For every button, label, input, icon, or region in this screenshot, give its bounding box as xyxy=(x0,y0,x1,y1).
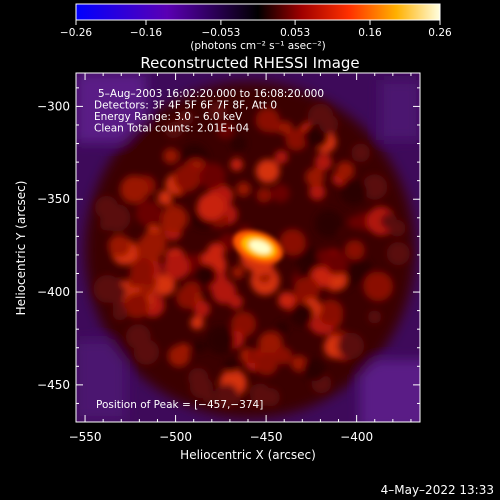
y-tick-label: −450 xyxy=(37,378,70,392)
colorbar-tick-label: −0.053 xyxy=(201,27,240,39)
y-tick-label: −350 xyxy=(37,192,70,206)
annotation-line: Detectors: 3F 4F 5F 6F 7F 8F, Att 0 xyxy=(94,100,277,112)
colorbar-tick-label: −0.16 xyxy=(130,27,162,39)
y-tick-label: −300 xyxy=(37,99,70,113)
footer-timestamp: 4–May–2022 13:33 xyxy=(381,483,494,497)
x-axis-ticks: −550 −500 −450 −400 xyxy=(69,73,412,444)
annotation-line: 5–Aug–2003 16:02:20.000 to 16:08:20.000 xyxy=(98,88,324,100)
colorbar xyxy=(75,3,441,21)
x-tick-label: −500 xyxy=(159,430,192,444)
x-axis-label: Heliocentric X (arcsec) xyxy=(180,448,316,462)
annotation-block: 5–Aug–2003 16:02:20.000 to 16:08:20.000D… xyxy=(94,88,324,135)
y-axis-ticks: −300 −350 −400 −450 xyxy=(37,87,420,404)
colorbar-ticks: −0.26 −0.16 −0.053 0.053 0.16 0.26 xyxy=(60,20,452,39)
heatmap-image xyxy=(76,73,420,422)
colorbar-tick-label: −0.26 xyxy=(60,27,92,39)
x-tick-label: −550 xyxy=(69,430,102,444)
x-tick-label: −400 xyxy=(340,430,373,444)
x-tick-label: −450 xyxy=(250,430,283,444)
colorbar-tick-label: 0.053 xyxy=(280,27,310,39)
annotation-line: Clean Total counts: 2.01E+04 xyxy=(94,123,249,135)
colorbar-tick-label: 0.16 xyxy=(358,27,382,39)
y-axis-label: Heliocentric Y (arcsec) xyxy=(14,181,28,316)
colorbar-tick-label: 0.26 xyxy=(428,27,452,39)
peak-label: Position of Peak = [−457,−374] xyxy=(96,399,263,411)
chart-title: Reconstructed RHESSI Image xyxy=(140,54,359,72)
y-tick-label: −400 xyxy=(37,285,70,299)
colorbar-label: (photons cm⁻² s⁻¹ asec⁻²) xyxy=(190,40,325,52)
annotation-line: Energy Range: 3.0 – 6.0 keV xyxy=(94,111,243,123)
